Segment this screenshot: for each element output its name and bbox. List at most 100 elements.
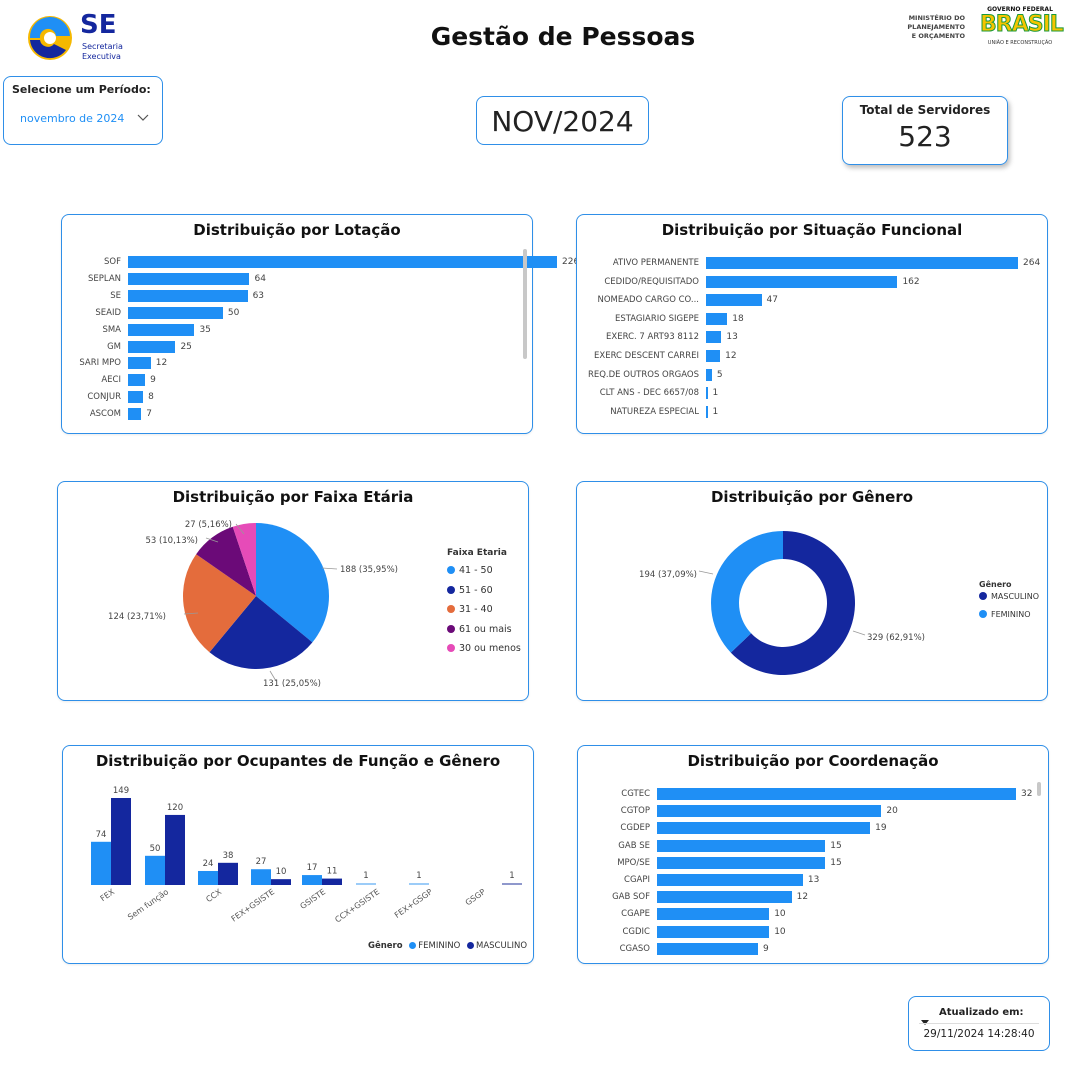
- col-feminino-2: [198, 870, 218, 885]
- legend-label: MASCULINO: [991, 592, 1039, 601]
- lotacao-chart: SOF 226 SEPLAN 64 SE 63 SEAID 50 SMA 35 GM 25 SARI M…: [62, 215, 579, 433]
- bar-label-4: SMA: [102, 324, 121, 335]
- col-category-7: GSGP: [464, 887, 488, 907]
- legend-label: 41 - 50: [459, 565, 493, 576]
- bar-4: [706, 331, 722, 344]
- genero-legend-title: Gênero: [979, 580, 1012, 589]
- pie-leader-3: [205, 537, 219, 543]
- period-display-value: NOV/2024: [491, 105, 634, 138]
- legend-dot: [447, 624, 455, 633]
- faixa-legend-item-2: 31 - 40: [447, 604, 493, 615]
- bar-value-0: 264: [1023, 258, 1041, 268]
- updated-value: 29/11/2024 14:28:40: [923, 1028, 1035, 1040]
- bar-2: [128, 289, 248, 302]
- donut-slice-0: [730, 531, 855, 675]
- lotacao-scrollbar[interactable]: [523, 249, 527, 359]
- legend-feminino-label: FEMININO: [418, 941, 461, 951]
- gov-brand: BRASIL: [980, 12, 1065, 38]
- col-category-3: FEX+GSISTE: [230, 887, 277, 923]
- servers-label: Total de Servidores: [859, 103, 991, 117]
- bar-2: [706, 294, 762, 307]
- bar-label-4: EXERC. 7 ART93 8112: [606, 332, 699, 343]
- period-display: NOV/2024: [476, 96, 649, 145]
- gov-line1: GOVERNO FEDERAL: [987, 6, 1053, 13]
- legend-label: 31 - 40: [459, 604, 493, 615]
- col-masculino-1: [165, 814, 185, 885]
- legend-dot: [447, 605, 455, 613]
- bar-0: [706, 257, 1018, 269]
- bar-label-1: CEDIDO/REQUISITADO: [604, 276, 699, 287]
- faixa-legend-item-0: 41 - 50: [447, 565, 493, 576]
- faixa-pie-chart: 188 (35,95%) 131 (25,05%) 124 (23,71%) 53 (…: [108, 520, 398, 689]
- bar-value-4: 35: [199, 324, 211, 335]
- servers-card: Total de Servidores 523: [842, 96, 1008, 165]
- bar-label-2: NOMEADO CARGO CO...: [597, 295, 699, 306]
- legend-dot: [447, 644, 455, 652]
- col-value-masculino-3: 10: [276, 867, 287, 877]
- se-logo-icon: [28, 16, 72, 60]
- caret-down-icon[interactable]: [921, 1011, 929, 1030]
- pie-label-3: 53 (10,13%): [145, 536, 198, 546]
- bar-value-1: 20: [886, 806, 898, 817]
- col-category-6: FEX+GSGP: [393, 887, 434, 920]
- bar-1: [706, 275, 898, 288]
- bar-label-8: NATUREZA ESPECIAL: [610, 406, 699, 417]
- funcao-column-chart: 74 149 FEX 50 120 Sem função 24 38 CCX 27 10 FEX+GS…: [91, 786, 522, 924]
- gov-line2: UNIÃO E RECONSTRUÇÃO: [987, 40, 1053, 46]
- bar-value-2: 47: [766, 295, 778, 306]
- bar-label-2: CGDEP: [620, 823, 650, 834]
- situacao-card: Distribuição por Situação Funcional ATIV…: [576, 214, 1048, 434]
- updated-label: Atualizado em:: [939, 1007, 1024, 1018]
- chevron-down-icon[interactable]: [136, 109, 150, 128]
- bar-label-0: ATIVO PERMANENTE: [612, 258, 699, 268]
- col-masculino-4: [322, 878, 342, 885]
- bar-value-0: 226: [562, 257, 580, 267]
- situacao-chart: ATIVO PERMANENTE 264 CEDIDO/REQUISITADO 162…: [577, 215, 1047, 433]
- bar-value-1: 64: [254, 273, 266, 284]
- genero-legend-item-0: MASCULINO: [979, 592, 1039, 601]
- pie-leader-4: [235, 523, 245, 535]
- bar-value-6: 12: [155, 358, 168, 369]
- col-feminino-6: [409, 883, 429, 885]
- col-feminino-5: [356, 883, 376, 885]
- pie-slice-1: [209, 596, 313, 669]
- legend-dot: [447, 585, 455, 594]
- funcao-title: Distribuição por Ocupantes de Função e G…: [95, 752, 501, 770]
- donut-label-0: 329 (62,91%): [867, 633, 925, 643]
- legend-dot: [979, 610, 987, 618]
- coordenacao-chart: CGTEC 32 CGTOP 20 CGDEP 19 GAB SE 15 MPO/SE 15 CGA…: [578, 746, 1048, 963]
- bar-label-0: SOF: [104, 257, 121, 267]
- bar-label-9: CGASO: [619, 943, 650, 954]
- col-category-1: Sem função: [126, 887, 170, 922]
- bar-0: [657, 788, 1016, 800]
- bar-9: [657, 942, 758, 955]
- faixa-legend-item-1: 51 - 60: [447, 585, 493, 596]
- coordenacao-title: Distribuição por Coordenação: [687, 752, 939, 770]
- bar-value-9: 7: [146, 409, 153, 420]
- bar-label-3: GAB SE: [618, 840, 650, 851]
- pie-leader-2: [183, 612, 199, 615]
- bar-value-7: 9: [150, 375, 156, 386]
- bar-label-2: SE: [110, 290, 121, 301]
- bar-label-6: GAB SOF: [612, 892, 650, 903]
- bar-value-5: 25: [180, 341, 192, 352]
- pie-leader-0: [321, 567, 338, 570]
- col-value-feminino-0: 74: [96, 830, 107, 840]
- bar-label-9: ASCOM: [89, 409, 121, 420]
- pie-label-1: 131 (25,05%): [263, 679, 321, 689]
- bar-5: [706, 350, 721, 362]
- col-value-feminino-6: 1: [416, 871, 421, 881]
- coordenacao-scrollbar[interactable]: [1037, 782, 1041, 796]
- bar-5: [128, 340, 176, 353]
- donut-leader-1: [698, 570, 714, 575]
- period-dropdown[interactable]: novembro de 2024: [16, 107, 152, 129]
- bar-value-6: 12: [796, 892, 809, 903]
- col-value-feminino-1: 50: [150, 844, 161, 854]
- bar-label-7: AECI: [101, 375, 121, 386]
- col-feminino-4: [302, 875, 322, 885]
- pie-slice-4: [232, 523, 256, 596]
- col-category-5: CCX+GSISTE: [333, 887, 381, 924]
- bar-8: [128, 391, 144, 404]
- bar-label-1: SEPLAN: [88, 273, 121, 284]
- page-title: Gestão de Pessoas: [430, 22, 696, 51]
